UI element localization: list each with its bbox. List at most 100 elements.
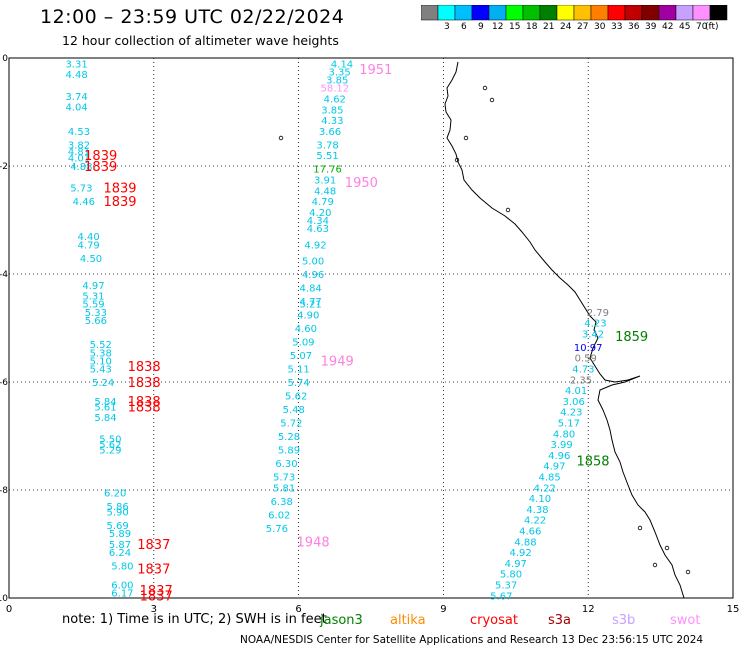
y-tick-label: -8 bbox=[0, 486, 8, 496]
wave-height-point: 3.78 bbox=[316, 140, 338, 151]
wave-height-point: 5.37 bbox=[495, 581, 517, 592]
colorbar-tick-label: 24 bbox=[560, 22, 572, 32]
wave-height-point: 5.59 bbox=[82, 300, 104, 311]
pass-time-label: 1838 bbox=[128, 376, 161, 391]
island-marker bbox=[489, 97, 495, 103]
wave-height-point: 4.23 bbox=[560, 408, 582, 419]
wave-height-point: 5.72 bbox=[280, 419, 302, 430]
wave-height-point: 4.80 bbox=[553, 429, 575, 440]
y-tick-label: -4 bbox=[0, 270, 8, 280]
wave-height-point: 3.82 bbox=[68, 140, 90, 151]
page-subtitle: 12 hour collection of altimeter wave hei… bbox=[62, 33, 339, 48]
pass-time-label: 1839 bbox=[103, 182, 136, 197]
pass-time-label: 1858 bbox=[576, 454, 609, 469]
wave-height-point: 3.06 bbox=[563, 397, 585, 408]
wave-height-point: 4.92 bbox=[509, 548, 531, 559]
island-marker bbox=[463, 135, 469, 141]
wave-height-point: 4.79 bbox=[78, 240, 100, 251]
wave-height-point: 58.12 bbox=[320, 84, 349, 95]
wave-height-point: 6.38 bbox=[271, 497, 293, 508]
wave-height-point: 4.88 bbox=[70, 162, 92, 173]
colorbar-unit: (ft) bbox=[705, 22, 719, 32]
wave-height-point: 5.73 bbox=[273, 473, 295, 484]
y-tick-label: -10 bbox=[0, 594, 8, 604]
y-tick-label: 0 bbox=[2, 54, 8, 64]
wave-height-point: 4.04 bbox=[65, 103, 87, 114]
wave-height-point: 4.62 bbox=[324, 95, 346, 106]
island-marker bbox=[664, 545, 670, 551]
wave-height-point: 17.76 bbox=[313, 165, 342, 176]
x-tick-label: 15 bbox=[727, 604, 740, 615]
source-label-s3b: s3b bbox=[612, 613, 636, 628]
pass-time-label: 1838 bbox=[128, 395, 161, 410]
wave-height-point: 5.62 bbox=[99, 440, 121, 451]
island-marker bbox=[482, 85, 488, 91]
source-label-s3a: s3a bbox=[548, 613, 572, 628]
wave-height-point: 3.85 bbox=[326, 76, 348, 87]
wave-height-point: 4.97 bbox=[543, 462, 565, 473]
wave-height-point: 3.85 bbox=[321, 105, 343, 116]
wave-height-point: 5.51 bbox=[316, 151, 338, 162]
y-tick-label: -2 bbox=[0, 162, 8, 172]
colorbar-tick-label: 27 bbox=[577, 22, 589, 32]
wave-height-point: 4.97 bbox=[82, 281, 104, 292]
wave-height-point: 4.20 bbox=[309, 208, 331, 219]
wave-height-point: 6.30 bbox=[275, 459, 297, 470]
x-tick-label: 9 bbox=[440, 604, 446, 615]
island-marker bbox=[637, 525, 643, 531]
wave-height-point: 5.69 bbox=[106, 521, 128, 532]
pass-time-label: 1859 bbox=[615, 330, 648, 345]
wave-height-point: 4.10 bbox=[529, 494, 551, 505]
wave-height-point: 5.09 bbox=[292, 338, 314, 349]
colorbar-tick-label: 45 bbox=[679, 22, 691, 32]
wave-height-point: 5.81 bbox=[273, 483, 295, 494]
island-marker bbox=[454, 157, 460, 163]
wave-height-point: 5.62 bbox=[285, 392, 307, 403]
source-label-altika: altika bbox=[390, 613, 426, 628]
wave-height-point: 4.22 bbox=[534, 483, 556, 494]
wave-height-point: 3.99 bbox=[551, 440, 573, 451]
x-tick-label: 0 bbox=[6, 604, 12, 615]
wave-height-point: 4.96 bbox=[548, 451, 570, 462]
wave-height-point: 4.14 bbox=[331, 59, 353, 70]
wave-height-point: 5.76 bbox=[266, 524, 288, 535]
wave-height-point: 4.66 bbox=[519, 527, 541, 538]
wave-height-point: 5.86 bbox=[106, 502, 128, 513]
wave-height-point: 2.35 bbox=[570, 375, 592, 386]
pass-time-label: 1837 bbox=[140, 584, 173, 599]
wave-height-point: 4.22 bbox=[524, 516, 546, 527]
wave-height-point: 5.17 bbox=[558, 419, 580, 430]
wave-height-point: 4.63 bbox=[307, 224, 329, 235]
wave-height-point: 5.11 bbox=[287, 365, 309, 376]
colorbar-tick-label: 30 bbox=[594, 22, 606, 32]
colorbar-tick-label: 33 bbox=[611, 22, 623, 32]
x-tick-label: 6 bbox=[295, 604, 301, 615]
pass-time-label: 1837 bbox=[137, 562, 170, 577]
pass-time-label: 1950 bbox=[345, 176, 378, 191]
pass-time-label: 1839 bbox=[84, 149, 117, 164]
source-label-jason3: jason3 bbox=[320, 613, 363, 628]
wave-height-point: 5.66 bbox=[85, 316, 107, 327]
wave-height-point: 5.89 bbox=[109, 529, 131, 540]
wave-height-point: 4.84 bbox=[300, 284, 322, 295]
wave-height-point: 5.33 bbox=[85, 308, 107, 319]
wave-height-point: 5.61 bbox=[94, 402, 116, 413]
wave-height-point: 5.29 bbox=[99, 446, 121, 457]
wave-height-point: 6.17 bbox=[111, 589, 133, 600]
wave-height-point: 4.96 bbox=[302, 270, 324, 281]
wave-height-point: 0.59 bbox=[575, 354, 597, 365]
colorbar-tick-label: 70 bbox=[696, 22, 708, 32]
pass-time-label: 1951 bbox=[359, 63, 392, 78]
wave-height-point: 4.46 bbox=[73, 197, 95, 208]
plot-frame bbox=[8, 57, 734, 599]
wave-height-point: 5.07 bbox=[290, 351, 312, 362]
wave-height-point: 4.40 bbox=[78, 232, 100, 243]
wave-height-point: 4.01 bbox=[68, 153, 90, 164]
wave-height-point: 6.02 bbox=[268, 510, 290, 521]
coastline bbox=[444, 61, 685, 599]
wave-height-point: 5.52 bbox=[90, 340, 112, 351]
wave-height-point: 4.90 bbox=[297, 311, 319, 322]
wave-height-point: 5.73 bbox=[70, 184, 92, 195]
x-tick-label: 3 bbox=[151, 604, 157, 615]
